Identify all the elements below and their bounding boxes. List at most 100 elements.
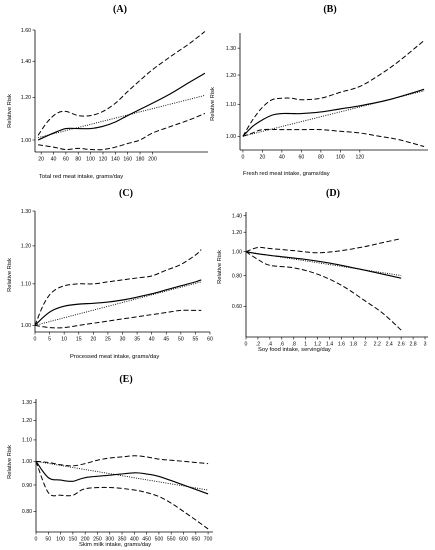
panel-c-xtick-label: 0: [34, 337, 37, 343]
panel-a-xtick-label: 180: [136, 157, 145, 163]
panel-b-series-dashed-3: [242, 128, 425, 148]
panel-e-xtick-label: 50: [45, 537, 51, 543]
panel-d-xtick-label: .4: [268, 342, 272, 348]
panel-e-xtick-label: 650: [191, 537, 200, 543]
panel-e-ytick-label: 0.90: [22, 483, 32, 489]
panel-c-ytick-label: 1.00: [21, 323, 31, 329]
panel-c-series-dashed-2: [34, 249, 202, 326]
panel-a-xtick-label: 20: [38, 157, 44, 163]
panel-d-ytick-label: 0.60: [232, 304, 242, 310]
panel-e-ytick-label: 1.30: [22, 400, 32, 406]
panel-a-xtick-label: 140: [111, 157, 120, 163]
panel-a-ytick-label: 1.20: [21, 95, 31, 101]
panel-b-ytick-label: 1.10: [226, 102, 236, 108]
panel-d-series-dashed-2: [245, 238, 402, 254]
panel-c-xtick-label: 5: [48, 337, 51, 343]
panel-d-xtick-label: 1.2: [314, 342, 321, 348]
panel-c: (C) Processed meat intake, grams/day Rel…: [7, 188, 213, 360]
panel-b-xtick-label: 100: [336, 155, 345, 161]
panel-d-xtick-label: .8: [292, 342, 296, 348]
panel-e-ytick-label: 1.10: [22, 438, 32, 444]
panel-b-xtick-label: 60: [298, 155, 304, 161]
panel-b-ytick-label: 1.20: [226, 73, 236, 79]
panel-a-series-dotted-1: [37, 94, 206, 139]
panel-c-series-dashed-3: [34, 309, 202, 329]
panel-e-series-solid-0: [35, 460, 209, 495]
panel-a-xtick-label: 100: [86, 157, 95, 163]
panel-c-xtick-label: 20: [90, 337, 96, 343]
panel-e-xtick-label: 100: [56, 537, 65, 543]
panel-e-series-dotted-1: [35, 460, 209, 491]
panel-e-ytick-label: 0.80: [22, 509, 32, 515]
panel-c-xtick-label: 35: [134, 337, 140, 343]
panel-b-xtick-label: 80: [318, 155, 324, 161]
panel-c-ytick-label: 1.30: [21, 209, 31, 215]
panel-c-series-dotted-1: [34, 281, 202, 326]
panel-b-xtick-label: 20: [260, 155, 266, 161]
panel-d-xtick-label: 0: [245, 342, 248, 348]
panel-a-series-dashed-2: [37, 31, 206, 136]
panel-a-xtick-label: 60: [63, 157, 69, 163]
panel-e-xtick-label: 150: [69, 537, 78, 543]
panel-b-xtick-label: 120: [355, 155, 364, 161]
panel-e-xtick-label: 600: [179, 537, 188, 543]
panel-a-xtick-label: 160: [123, 157, 132, 163]
panel-d-xtick-label: 2.2: [374, 342, 381, 348]
panel-d-title: (D): [326, 188, 340, 199]
panel-d-xtick-label: 1.4: [326, 342, 333, 348]
panel-d-ylabel: Relative Risk: [217, 250, 223, 284]
panel-e-xlabel: Skim milk intake, grams/day: [79, 542, 151, 548]
panel-d-series-dotted-1: [245, 251, 402, 276]
panel-e-xtick-label: 0: [35, 537, 38, 543]
panel-b-xlabel: Fresh red meat intake, grams/day: [243, 171, 330, 177]
panel-a-xtick-label: 80: [75, 157, 81, 163]
panel-d-xtick-label: 2.8: [409, 342, 416, 348]
panel-a-ylabel: Relative Risk: [7, 94, 13, 128]
panel-b-ylabel: Relative Risk: [210, 87, 216, 121]
panel-c-xtick-label: 15: [76, 337, 82, 343]
panel-e-title: (E): [119, 374, 132, 385]
panel-e-ylabel: Relative Risk: [7, 445, 13, 479]
panel-a-ytick-label: 1.40: [21, 59, 31, 65]
panel-c-title: (C): [119, 188, 133, 199]
panel-c-xtick-label: 60: [207, 337, 213, 343]
panel-e-series-dashed-3: [35, 461, 209, 530]
panel-a-series-dashed-3: [38, 113, 206, 151]
panel-e-xtick-label: 550: [167, 537, 176, 543]
panel-a: (A) Total red meat intake, grams/day Rel…: [7, 4, 208, 180]
panel-b-xtick-label: 40: [279, 155, 285, 161]
panel-c-xtick-label: 25: [105, 337, 111, 343]
panel-c-ytick-label: 1.10: [21, 282, 31, 288]
panel-d-xtick-label: 1: [304, 342, 307, 348]
panel-a-xtick-label: 40: [51, 157, 57, 163]
panel-b-xtick-label: 0: [241, 155, 244, 161]
panel-c-xtick-label: 55: [193, 337, 199, 343]
panel-b: (B) Fresh red meat intake, grams/day Rel…: [210, 4, 428, 177]
panel-b-title: (B): [323, 4, 336, 15]
panel-a-ytick-label: 1.00: [21, 138, 31, 144]
panel-c-xtick-label: 10: [61, 337, 67, 343]
panel-a-ytick-label: 1.60: [21, 28, 31, 34]
panel-a-xtick-label: 200: [148, 157, 157, 163]
panel-e-ytick-label: 1.20: [22, 418, 32, 424]
panel-e-xtick-label: 500: [155, 537, 164, 543]
panel-b-series-solid-0: [242, 88, 425, 137]
panel-e-xtick-label: 400: [130, 537, 139, 543]
panel-c-xtick-label: 45: [163, 337, 169, 343]
panel-a-xtick-label: 120: [99, 157, 108, 163]
panel-d-xtick-label: 2.4: [386, 342, 393, 348]
panel-e-xtick-label: 700: [204, 537, 213, 543]
panel-d-xtick-label: 2: [364, 342, 367, 348]
panel-d-ytick-label: 0.80: [232, 273, 242, 279]
panel-e-xtick-label: 250: [93, 537, 102, 543]
panel-c-xtick-label: 40: [149, 337, 155, 343]
panel-b-ytick-label: 1.00: [226, 134, 236, 140]
panel-c-xlabel: Processed meat intake, grams/day: [70, 354, 159, 360]
panel-a-title: (A): [113, 4, 127, 15]
panel-c-ylabel: Relative Risk: [7, 258, 13, 292]
panel-d: (D) Soy food intake, serving/day Relativ…: [217, 188, 428, 353]
panel-e-xtick-label: 450: [142, 537, 151, 543]
panel-b-series-dashed-2: [242, 40, 425, 137]
panel-d-xtick-label: 2.6: [398, 342, 405, 348]
